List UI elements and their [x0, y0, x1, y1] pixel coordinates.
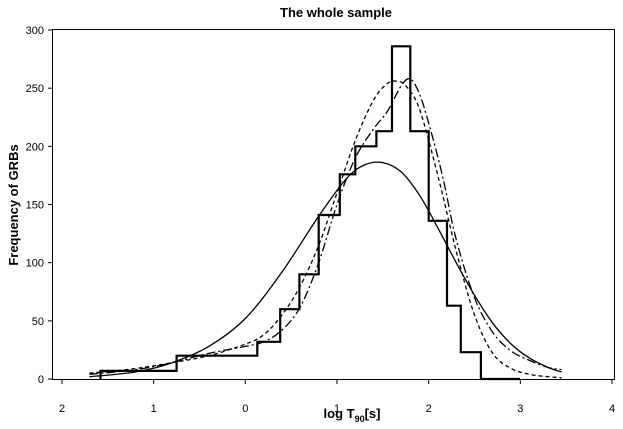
x-axis-label-suffix: [s]: [365, 406, 381, 421]
y-axis-ticks: 0 50 100 150 200 250 300: [26, 25, 53, 386]
x-axis-ticks: 2 1 0 1 2 3 4: [59, 379, 615, 415]
y-tick-label: 150: [26, 200, 44, 212]
histogram-bar: [376, 131, 392, 379]
histogram-bar: [280, 309, 299, 379]
histogram-bar: [319, 215, 340, 379]
x-axis-label: log T90[s]: [324, 406, 381, 424]
y-tick-label: 100: [26, 258, 44, 270]
fit-curve-dash-dot: [89, 77, 562, 375]
histogram-bar: [447, 306, 461, 379]
histogram-bar: [257, 342, 280, 379]
y-tick-label: 200: [26, 141, 44, 153]
histogram-bar: [429, 221, 447, 379]
y-tick-label: 0: [38, 374, 44, 386]
chart-title: The whole sample: [280, 5, 392, 20]
histogram-bar: [340, 174, 356, 379]
histogram-bar: [461, 352, 481, 379]
histogram-outline: [99, 45, 521, 381]
histogram-bar: [355, 146, 376, 379]
x-tick-label: 2: [59, 403, 65, 415]
x-tick-label: 3: [517, 403, 523, 415]
histogram-bar: [410, 131, 428, 379]
fit-curve-dashed: [89, 80, 562, 379]
x-tick-label: 2: [426, 403, 432, 415]
x-axis-label-subscript: 90: [355, 414, 365, 424]
fit-curve-solid: [89, 161, 562, 378]
histogram-bar: [299, 274, 318, 379]
x-axis-label-prefix: log T: [324, 406, 355, 421]
fit-curves: [89, 77, 562, 379]
x-tick-label: 1: [334, 403, 340, 415]
histogram-bars: [99, 45, 521, 381]
y-tick-label: 300: [26, 25, 44, 37]
y-tick-label: 50: [32, 316, 44, 328]
y-tick-label: 250: [26, 83, 44, 95]
x-tick-label: 1: [151, 403, 157, 415]
x-tick-label: 4: [609, 403, 615, 415]
x-tick-label: 0: [242, 403, 248, 415]
y-axis-label: Frequency of GRBs: [6, 144, 21, 265]
